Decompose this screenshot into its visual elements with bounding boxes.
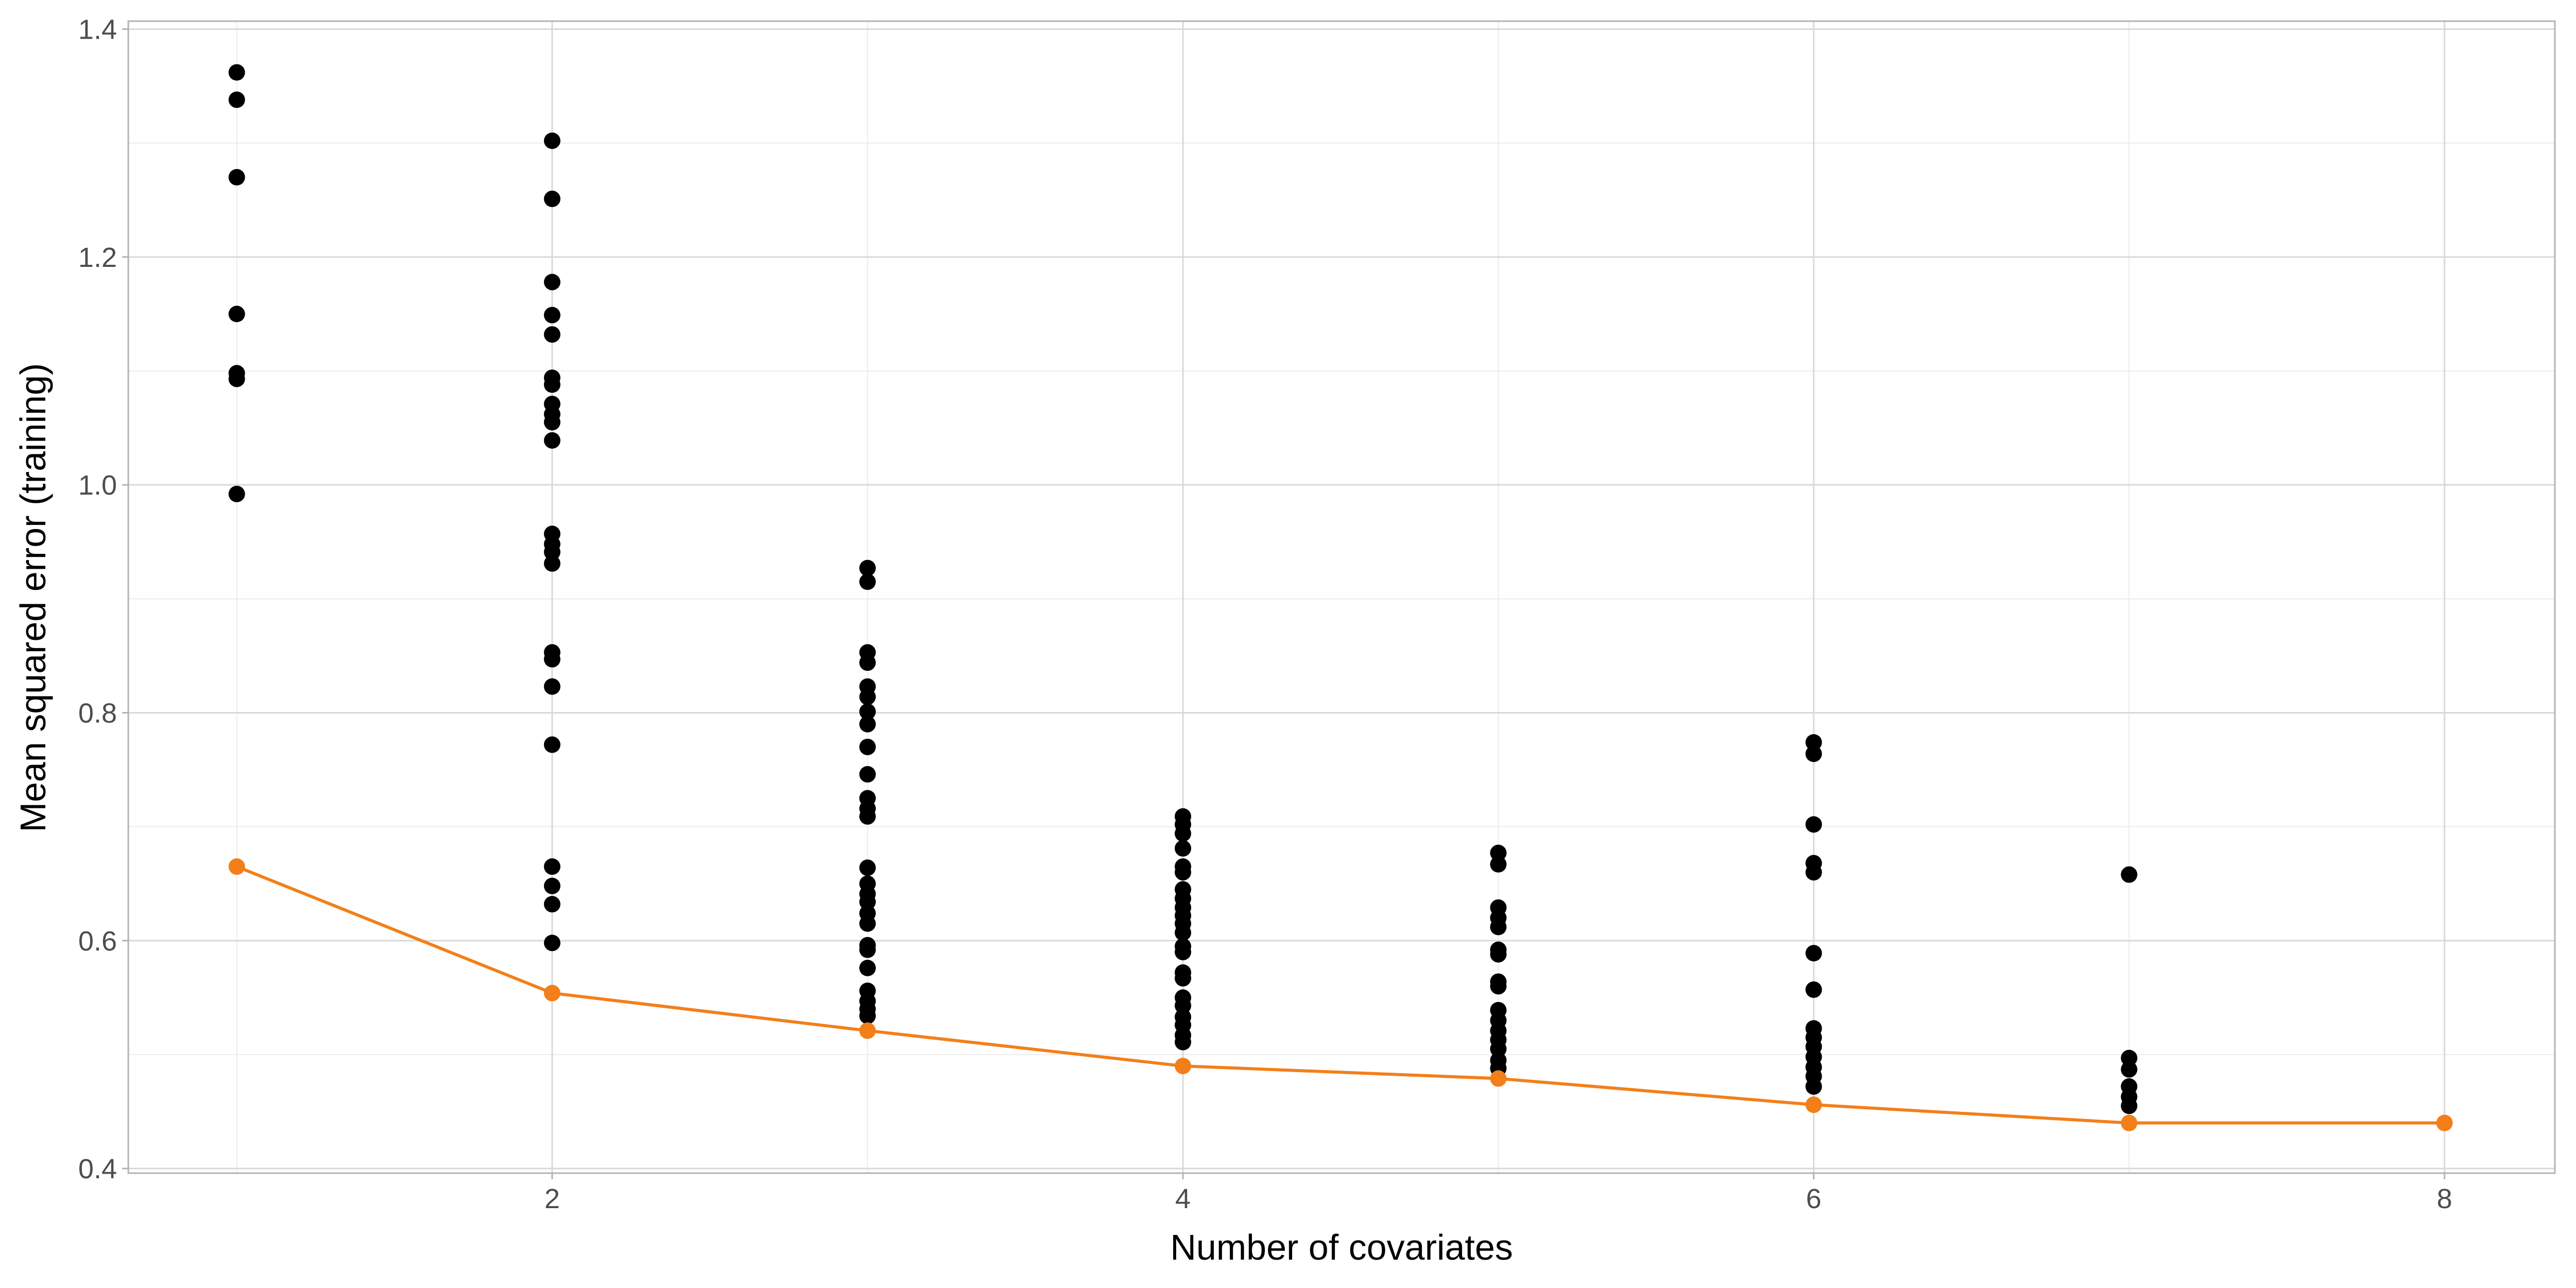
point [544,414,561,431]
y-tick-label: 0.6 [78,926,117,957]
point [2436,1114,2453,1131]
point [228,91,245,108]
plot-border [127,20,2556,1174]
point [1805,945,1822,962]
point [1175,825,1192,842]
point [544,274,561,291]
point [1175,864,1192,881]
point [228,485,245,502]
x-axis-title: Number of covariates [1170,1227,1513,1267]
y-tick-label: 1.2 [78,242,117,273]
point [1805,1078,1822,1095]
point [544,544,561,561]
point [859,654,876,671]
point [859,1007,876,1024]
point [544,935,561,952]
point [1805,864,1822,881]
point [1805,745,1822,762]
point [544,736,561,753]
point [1805,734,1822,751]
point [859,915,876,932]
point [1490,856,1507,873]
point [544,432,561,449]
point [544,132,561,149]
point [228,306,245,323]
line [236,865,2445,1125]
point [1490,1040,1507,1057]
point [1490,978,1507,995]
point [1490,946,1507,963]
point [228,370,245,387]
point [544,858,561,875]
point [1805,981,1822,998]
point [859,808,876,825]
point [1175,840,1192,857]
point [2121,1049,2138,1066]
point [1490,1070,1507,1087]
point [859,688,876,705]
y-tick-label: 0.4 [78,1154,117,1184]
point [859,738,876,755]
point [544,555,561,572]
point [859,1022,876,1039]
x-tick-label: 2 [545,1183,560,1214]
x-tick-label: 8 [2437,1183,2452,1214]
point [1490,844,1507,861]
point [544,985,561,1002]
point [1175,970,1192,987]
point [859,941,876,958]
point [544,678,561,695]
point [544,307,561,324]
point [1175,997,1192,1014]
point [544,651,561,668]
point [228,858,245,875]
point [228,64,245,81]
point [859,959,876,976]
point [859,716,876,733]
point [2121,1061,2138,1078]
y-tick-label: 1.4 [78,14,117,45]
point [859,893,876,910]
y-tick-label: 0.8 [78,698,117,728]
point [2121,1114,2138,1131]
point [859,573,876,590]
point [544,877,561,894]
point [859,560,876,577]
point [859,859,876,876]
point [544,191,561,208]
y-axis-title: Mean squared error (training) [13,363,53,832]
point [859,766,876,783]
point [1175,1058,1192,1075]
point [1175,1033,1192,1050]
point [544,326,561,343]
x-tick-label: 6 [1806,1183,1821,1214]
point [2121,1097,2138,1114]
point [1175,924,1192,941]
point [1805,1096,1822,1113]
point [1805,816,1822,833]
point [859,703,876,720]
y-tick-label: 1.0 [78,470,117,501]
point [1490,919,1507,936]
point [1175,943,1192,960]
point [2121,866,2138,883]
point [228,168,245,185]
x-tick-label: 4 [1175,1183,1191,1214]
point [544,896,561,913]
point [544,376,561,393]
